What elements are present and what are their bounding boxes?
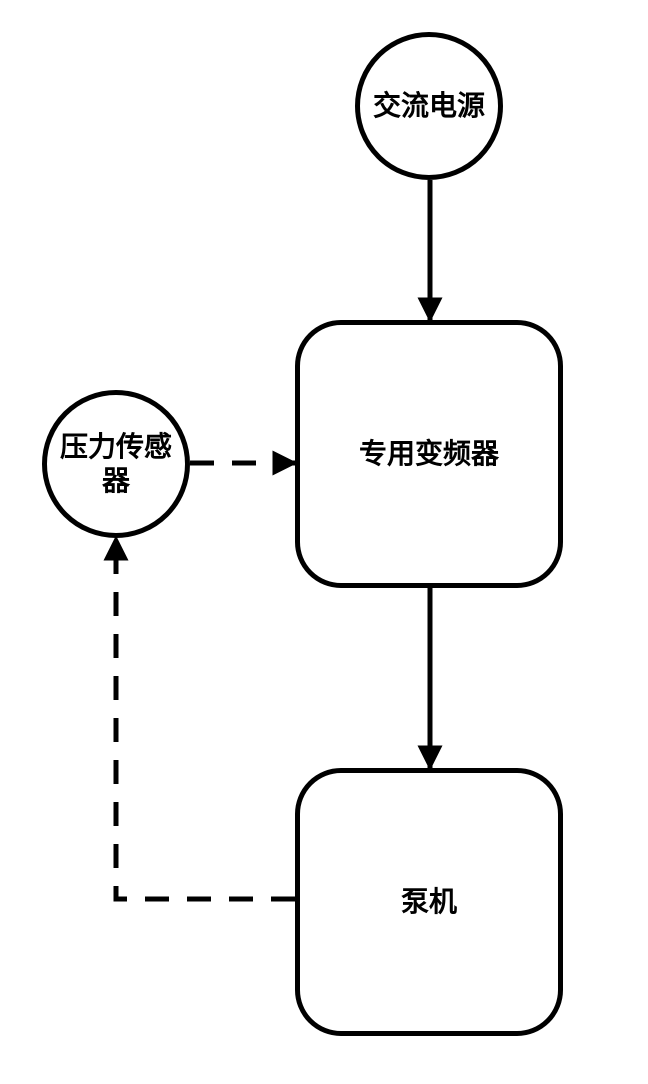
node-pump: 泵机 [295,768,563,1036]
diagram-canvas: 交流电源 压力传感器 专用变频器 泵机 [0,0,648,1084]
node-ac-power: 交流电源 [355,32,503,180]
node-dedicated-inverter: 专用变频器 [295,320,563,588]
node-label: 交流电源 [373,89,485,123]
node-pressure-sensor: 压力传感器 [42,390,190,538]
edge-e-pump-sensor [116,538,295,899]
node-label: 泵机 [401,885,457,919]
node-label: 专用变频器 [359,437,499,471]
node-label: 压力传感器 [60,430,172,497]
